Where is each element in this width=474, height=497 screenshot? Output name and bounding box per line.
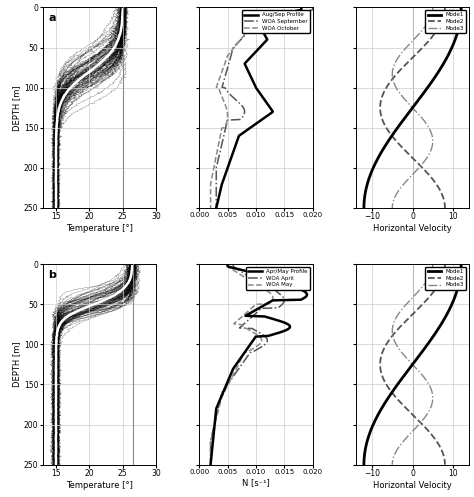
Legend: Apr/May Profile, WOA April, WOA May: Apr/May Profile, WOA April, WOA May bbox=[246, 267, 310, 290]
Text: a: a bbox=[48, 13, 56, 23]
X-axis label: N [s⁻¹]: N [s⁻¹] bbox=[242, 478, 270, 487]
X-axis label: Horizontal Velocity: Horizontal Velocity bbox=[373, 481, 452, 490]
Legend: Mode1, Mode2, Mode3: Mode1, Mode2, Mode3 bbox=[425, 10, 466, 33]
Legend: Mode1, Mode2, Mode3: Mode1, Mode2, Mode3 bbox=[425, 267, 466, 290]
X-axis label: Temperature [°]: Temperature [°] bbox=[66, 481, 133, 490]
Y-axis label: DEPTH [m]: DEPTH [m] bbox=[12, 85, 21, 131]
X-axis label: Horizontal Velocity: Horizontal Velocity bbox=[373, 224, 452, 233]
Y-axis label: DEPTH [m]: DEPTH [m] bbox=[12, 341, 21, 387]
Legend: Aug/Sep Profile, WOA September, WOA October: Aug/Sep Profile, WOA September, WOA Octo… bbox=[242, 10, 310, 33]
Text: b: b bbox=[48, 270, 56, 280]
X-axis label: Temperature [°]: Temperature [°] bbox=[66, 224, 133, 233]
